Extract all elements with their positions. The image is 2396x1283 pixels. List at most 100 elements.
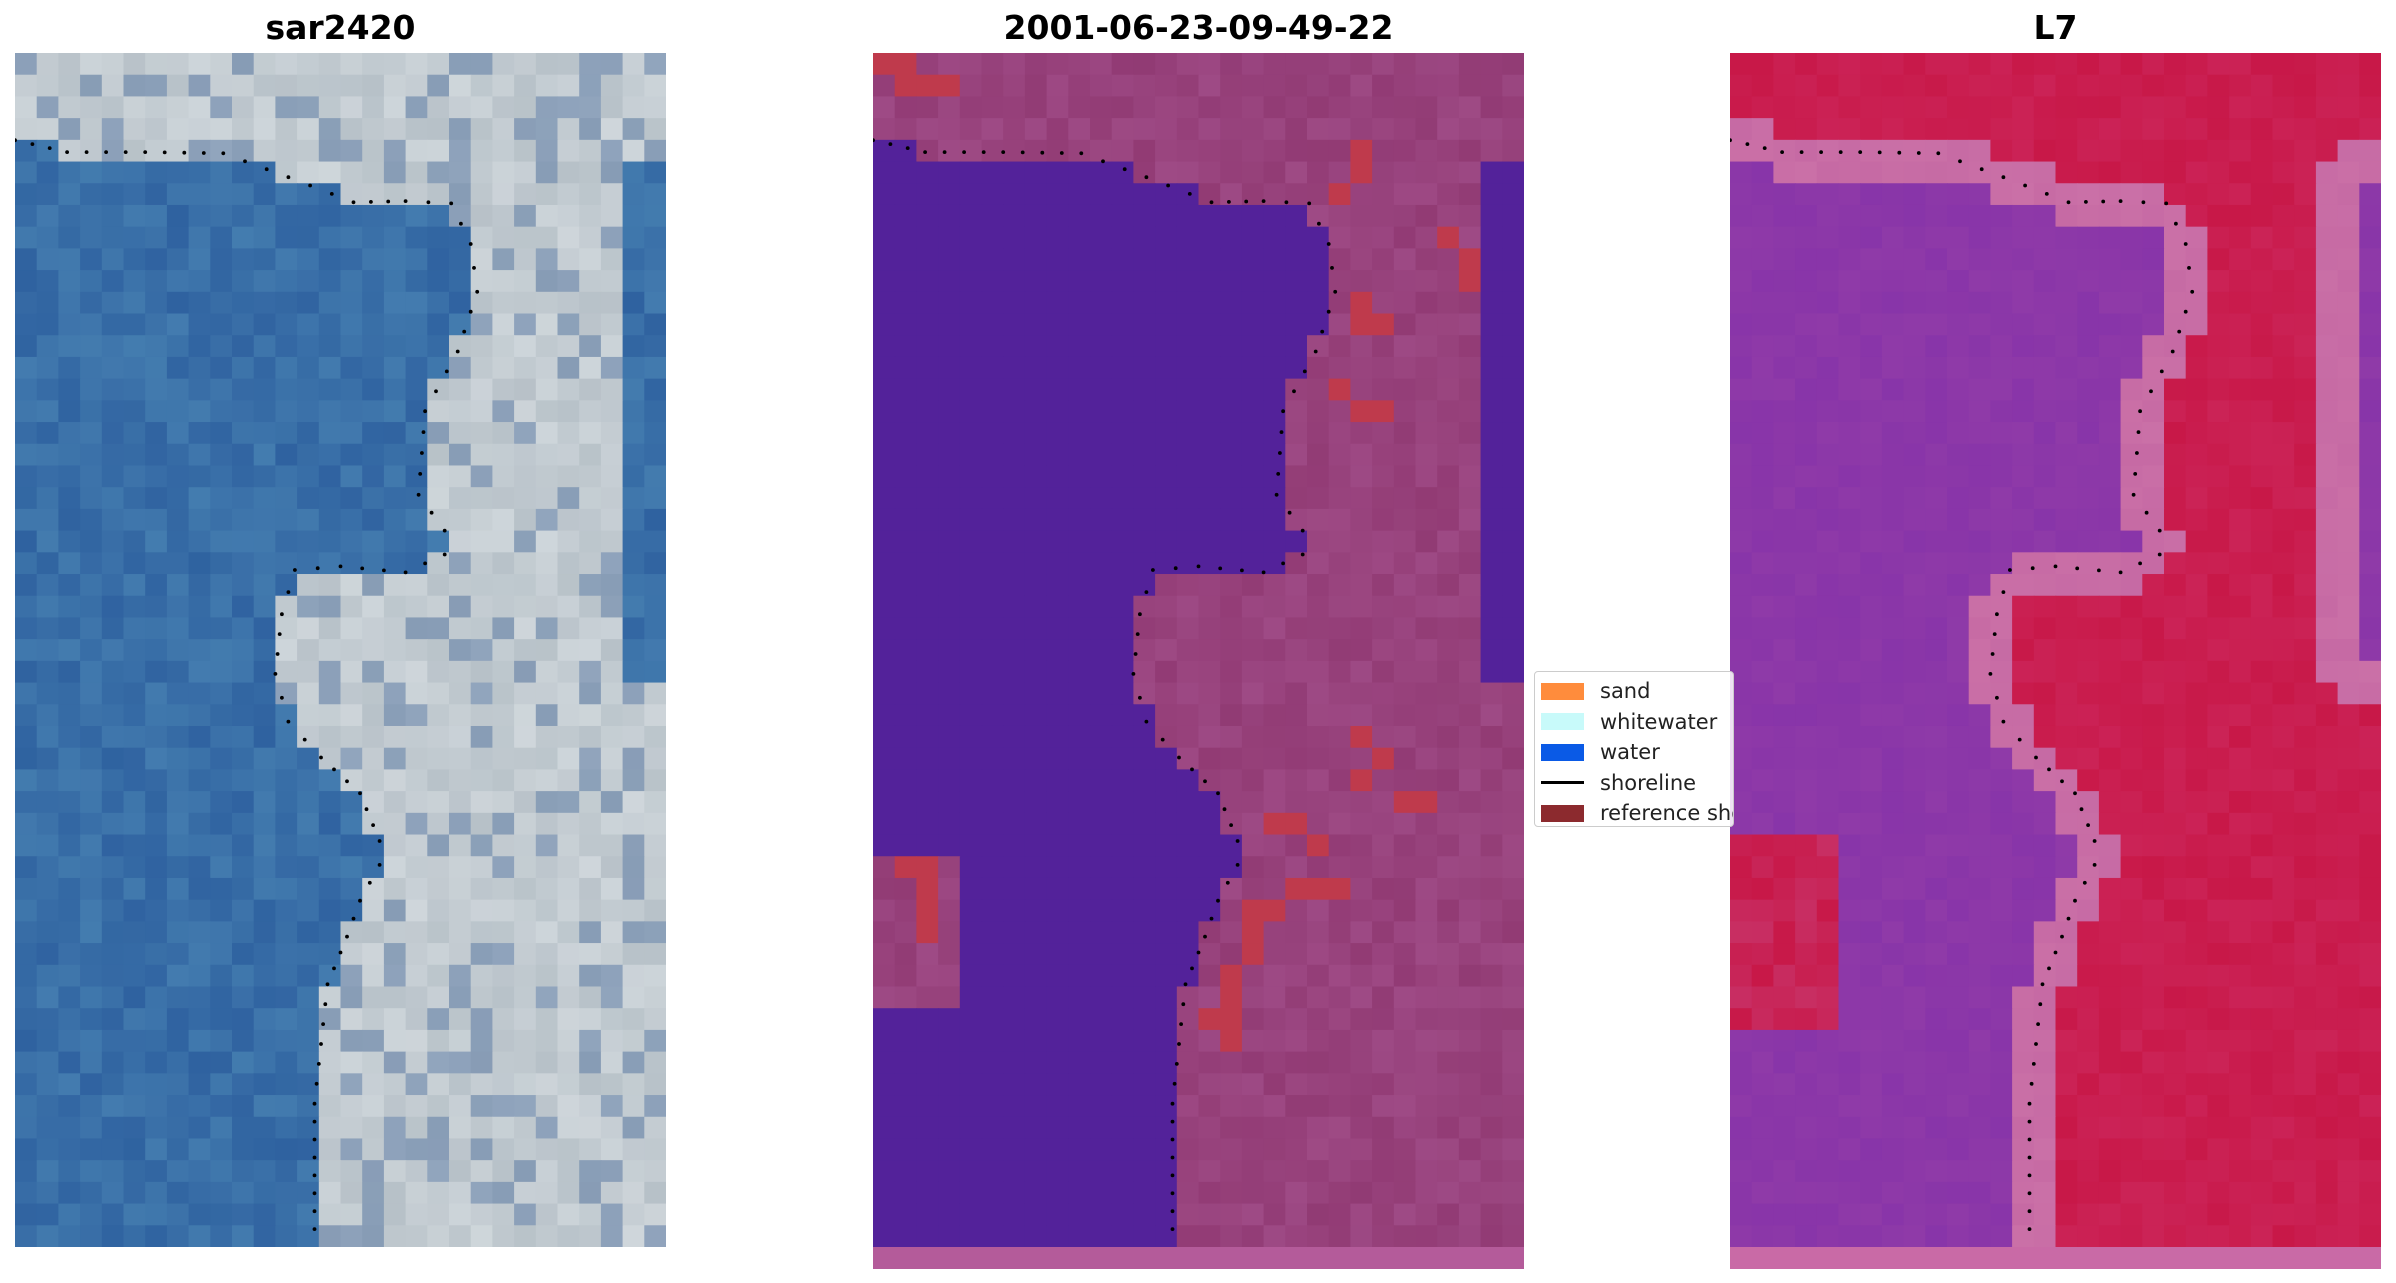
index-pixel bbox=[1903, 877, 1926, 901]
class-pixel bbox=[1350, 791, 1373, 814]
class-pixel bbox=[959, 574, 983, 597]
image-pixel bbox=[644, 204, 666, 228]
index-pixel bbox=[2185, 747, 2208, 770]
index-pixel bbox=[1990, 595, 2013, 619]
class-pixel bbox=[916, 487, 939, 510]
class-pixel bbox=[1393, 291, 1417, 315]
index-pixel bbox=[2033, 139, 2057, 163]
class-pixel bbox=[1285, 943, 1308, 966]
class-pixel bbox=[1328, 769, 1351, 792]
index-pixel bbox=[1730, 704, 1753, 727]
image-pixel bbox=[232, 74, 255, 98]
index-pixel bbox=[2315, 574, 2339, 597]
shoreline-dot bbox=[1302, 369, 1307, 374]
class-pixel bbox=[1285, 747, 1308, 770]
index-pixel bbox=[2359, 465, 2381, 488]
shoreline-dot bbox=[1216, 898, 1220, 903]
class-pixel bbox=[1024, 226, 1048, 249]
class-pixel bbox=[1328, 183, 1351, 206]
class-pixel bbox=[1198, 682, 1221, 705]
image-pixel bbox=[622, 704, 645, 727]
class-pixel bbox=[938, 1160, 961, 1183]
class-pixel bbox=[959, 812, 983, 836]
class-pixel bbox=[894, 639, 917, 662]
class-pixel bbox=[894, 487, 917, 510]
class-pixel bbox=[1068, 921, 1091, 944]
index-pixel bbox=[2359, 335, 2381, 358]
index-pixel bbox=[2164, 574, 2187, 597]
index-pixel bbox=[2142, 1073, 2165, 1096]
class-pixel bbox=[1328, 139, 1351, 163]
class-pixel bbox=[1437, 53, 1460, 76]
index-pixel bbox=[2077, 1138, 2100, 1161]
image-pixel bbox=[145, 986, 168, 1009]
image-pixel bbox=[58, 270, 81, 293]
index-pixel bbox=[2164, 943, 2187, 966]
class-pixel bbox=[1155, 356, 1178, 380]
class-pixel bbox=[1068, 704, 1091, 727]
class-pixel bbox=[1502, 400, 1524, 423]
class-pixel bbox=[1458, 704, 1482, 727]
class-pixel bbox=[1220, 704, 1243, 727]
image-pixel bbox=[210, 1073, 233, 1096]
shoreline-dot bbox=[905, 146, 910, 150]
image-pixel bbox=[470, 660, 493, 684]
index-pixel bbox=[1816, 118, 1840, 141]
index-pixel bbox=[1947, 74, 1970, 98]
image-pixel bbox=[318, 1095, 342, 1118]
class-pixel bbox=[1350, 943, 1373, 966]
index-pixel bbox=[2098, 270, 2122, 293]
image-pixel bbox=[318, 270, 342, 293]
class-pixel bbox=[1263, 617, 1286, 640]
image-pixel bbox=[470, 639, 493, 662]
class-pixel bbox=[1198, 400, 1221, 423]
image-pixel bbox=[514, 1181, 537, 1205]
index-pixel bbox=[1751, 834, 1774, 857]
class-pixel bbox=[1220, 465, 1243, 488]
index-pixel bbox=[2229, 96, 2252, 119]
shoreline-dot bbox=[358, 791, 362, 796]
index-pixel bbox=[2142, 53, 2165, 76]
class-pixel bbox=[1003, 834, 1026, 857]
image-pixel bbox=[318, 964, 342, 988]
index-pixel bbox=[1838, 356, 1861, 380]
image-pixel bbox=[535, 1203, 559, 1226]
class-pixel bbox=[1437, 270, 1460, 293]
index-pixel bbox=[1795, 139, 1818, 163]
class-pixel bbox=[959, 1138, 983, 1161]
index-pixel bbox=[2185, 422, 2208, 445]
image-pixel bbox=[58, 877, 81, 901]
index-pixel bbox=[1881, 356, 1905, 380]
class-pixel bbox=[1090, 1225, 1113, 1248]
image-pixel bbox=[166, 639, 190, 662]
index-pixel bbox=[1881, 552, 1905, 575]
image-pixel bbox=[318, 1073, 342, 1096]
class-pixel bbox=[1241, 747, 1265, 770]
image-pixel bbox=[535, 1095, 559, 1118]
class-pixel bbox=[1285, 139, 1308, 163]
image-pixel bbox=[318, 1181, 342, 1205]
class-pixel bbox=[1176, 1181, 1200, 1205]
class-pixel bbox=[1328, 812, 1351, 836]
class-pixel bbox=[894, 791, 917, 814]
image-pixel bbox=[80, 530, 103, 553]
class-pixel bbox=[1372, 856, 1395, 879]
class-pixel bbox=[1003, 1160, 1026, 1183]
image-pixel bbox=[318, 400, 342, 423]
shoreline-dot bbox=[1216, 791, 1220, 796]
image-pixel bbox=[449, 791, 472, 814]
index-pixel bbox=[1968, 595, 1991, 619]
class-pixel bbox=[1220, 725, 1243, 749]
shoreline-dot bbox=[942, 150, 947, 154]
image-pixel bbox=[470, 161, 493, 184]
class-pixel bbox=[1133, 443, 1156, 467]
class-pixel bbox=[1133, 856, 1156, 879]
index-pixel bbox=[1795, 964, 1818, 988]
image-pixel bbox=[405, 769, 428, 792]
image-pixel bbox=[232, 183, 255, 206]
class-pixel bbox=[1350, 574, 1373, 597]
image-pixel bbox=[36, 487, 59, 510]
class-pixel bbox=[894, 1116, 917, 1140]
class-pixel bbox=[1372, 1051, 1395, 1074]
index-pixel bbox=[2337, 769, 2360, 792]
